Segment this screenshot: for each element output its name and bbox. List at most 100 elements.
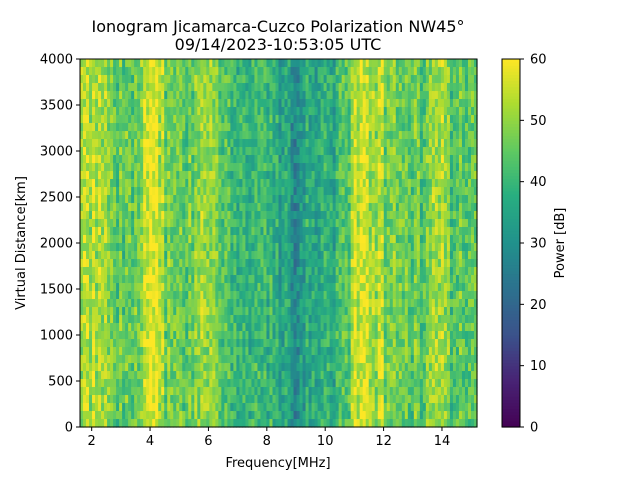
heatmap-cell <box>116 339 120 348</box>
heatmap-cell <box>242 243 247 252</box>
heatmap-cell <box>116 251 120 260</box>
heatmap-cell <box>329 139 334 148</box>
heatmap-cell <box>191 243 195 252</box>
heatmap-cell <box>125 403 129 412</box>
heatmap-cell <box>257 347 262 356</box>
heatmap-cell <box>365 307 370 316</box>
heatmap-cell <box>377 411 382 420</box>
heatmap-cell <box>398 267 403 276</box>
heatmap-cell <box>155 259 159 268</box>
heatmap-cell <box>302 131 307 140</box>
heatmap-cell <box>263 395 268 404</box>
heatmap-cell <box>323 355 328 364</box>
heatmap-cell <box>95 171 99 180</box>
heatmap-cell <box>101 67 105 76</box>
heatmap-cell <box>275 411 280 420</box>
heatmap-cell <box>233 299 237 308</box>
heatmap-cell <box>122 131 126 140</box>
heatmap-cell <box>95 203 99 212</box>
heatmap-cell <box>383 331 388 340</box>
heatmap-cell <box>164 411 168 420</box>
heatmap-cell <box>185 275 189 284</box>
heatmap-cell <box>386 187 391 196</box>
heatmap-cell <box>185 419 189 428</box>
heatmap-cell <box>344 355 349 364</box>
heatmap-cell <box>323 131 328 140</box>
heatmap-cell <box>104 131 108 140</box>
heatmap-cell <box>86 195 90 204</box>
heatmap-cell <box>86 75 90 84</box>
heatmap-cell <box>128 251 132 260</box>
heatmap-cell <box>344 251 349 260</box>
heatmap-cell <box>356 211 361 220</box>
heatmap-cell <box>203 411 207 420</box>
heatmap-cell <box>350 195 355 204</box>
heatmap-cell <box>134 147 138 156</box>
heatmap-cell <box>395 363 400 372</box>
heatmap-cell <box>287 195 292 204</box>
heatmap-cell <box>122 403 126 412</box>
heatmap-cell <box>194 323 198 332</box>
heatmap-cell <box>164 139 168 148</box>
heatmap-cell <box>128 179 132 188</box>
heatmap-cell <box>284 419 289 428</box>
heatmap-cell <box>170 267 174 276</box>
heatmap-cell <box>341 403 346 412</box>
heatmap-cell <box>266 83 271 92</box>
heatmap-cell <box>275 139 280 148</box>
heatmap-cell <box>239 227 244 236</box>
heatmap-cell <box>368 283 373 292</box>
heatmap-cell <box>128 171 132 180</box>
heatmap-cell <box>233 211 237 220</box>
heatmap-cell <box>98 387 102 396</box>
heatmap-cell <box>284 323 289 332</box>
heatmap-cell <box>188 195 192 204</box>
heatmap-cell <box>230 291 234 300</box>
heatmap-cell <box>296 211 301 220</box>
heatmap-cell <box>344 123 349 132</box>
heatmap-cell <box>311 227 316 236</box>
heatmap-cell <box>194 163 198 172</box>
heatmap-cell <box>140 355 144 364</box>
heatmap-cell <box>140 379 144 388</box>
heatmap-cell <box>308 139 313 148</box>
heatmap-cell <box>194 243 198 252</box>
heatmap-cell <box>158 395 162 404</box>
heatmap-cell <box>353 251 358 260</box>
heatmap-cell <box>323 123 328 132</box>
heatmap-cell <box>374 147 379 156</box>
heatmap-cell <box>221 171 225 180</box>
heatmap-cell <box>161 235 165 244</box>
heatmap-cell <box>107 355 111 364</box>
heatmap-cell <box>245 107 250 116</box>
heatmap-cell <box>125 307 129 316</box>
heatmap-cell <box>389 371 394 380</box>
heatmap-cell <box>203 155 207 164</box>
heatmap-cell <box>230 339 234 348</box>
heatmap-cell <box>311 299 316 308</box>
heatmap-cell <box>356 131 361 140</box>
heatmap-cell <box>242 323 247 332</box>
heatmap-cell <box>395 355 400 364</box>
heatmap-cell <box>206 155 210 164</box>
heatmap-cell <box>359 59 364 68</box>
heatmap-cell <box>323 283 328 292</box>
heatmap-cell <box>230 371 234 380</box>
heatmap-cell <box>362 131 367 140</box>
heatmap-cell <box>260 379 265 388</box>
heatmap-cell <box>269 419 274 428</box>
heatmap-cell <box>401 123 406 132</box>
heatmap-cell <box>230 171 234 180</box>
heatmap-cell <box>404 179 409 188</box>
heatmap-cell <box>392 379 397 388</box>
heatmap-cell <box>281 411 286 420</box>
heatmap-cell <box>290 419 295 428</box>
heatmap-cell <box>179 179 183 188</box>
heatmap-cell <box>404 259 409 268</box>
heatmap-cell <box>332 419 337 428</box>
heatmap-cell <box>296 139 301 148</box>
heatmap-cell <box>218 179 222 188</box>
heatmap-cell <box>365 155 370 164</box>
heatmap-cell <box>365 291 370 300</box>
heatmap-cell <box>116 283 120 292</box>
